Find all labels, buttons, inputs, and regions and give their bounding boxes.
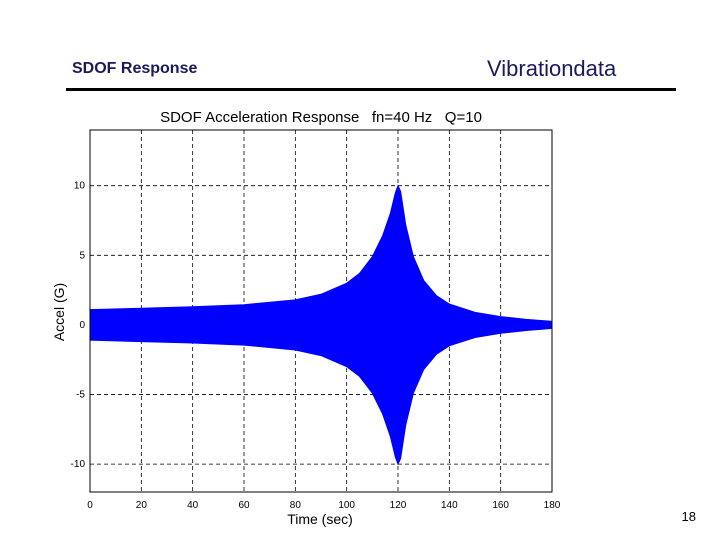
slide-title: SDOF Response <box>72 60 198 77</box>
x-tick-label: 40 <box>187 500 199 511</box>
x-axis-ticks: 0 20 40 60 80 100 120 140 160 180 <box>87 500 561 511</box>
header-divider <box>66 88 676 91</box>
x-tick-label: 20 <box>136 500 148 511</box>
x-tick-label: 180 <box>544 500 561 511</box>
x-axis-label: Time (sec) <box>287 511 353 527</box>
y-axis-ticks: 10 5 0 -5 -10 <box>71 181 86 470</box>
x-tick-label: 60 <box>238 500 250 511</box>
x-tick-label: 0 <box>87 500 93 511</box>
plot-border <box>89 129 553 493</box>
chart-title: SDOF Acceleration Response fn=40 Hz Q=10 <box>160 109 482 126</box>
x-tick-label: 100 <box>338 500 355 511</box>
page-number: 18 <box>681 509 696 524</box>
y-tick-label: -5 <box>76 390 85 401</box>
y-tick-label: 0 <box>79 320 85 331</box>
x-tick-label: 120 <box>390 500 407 511</box>
x-tick-label: 140 <box>441 500 458 511</box>
brand-title: Vibrationdata <box>487 56 617 81</box>
x-tick-label: 80 <box>290 500 302 511</box>
y-tick-label: 10 <box>74 181 86 192</box>
x-tick-label: 160 <box>492 500 509 511</box>
y-tick-label: -10 <box>71 459 86 470</box>
y-tick-label: 5 <box>79 250 85 261</box>
y-axis-label: Accel (G) <box>51 283 67 341</box>
